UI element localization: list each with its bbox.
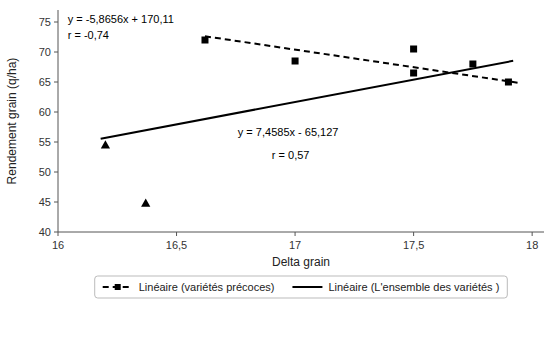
x-tick-label: 16 — [52, 239, 64, 251]
point — [469, 61, 476, 68]
x-tick-label: 18 — [526, 239, 538, 251]
y-tick-label: 60 — [39, 106, 51, 118]
point — [141, 198, 150, 206]
y-tick-label: 55 — [39, 136, 51, 148]
annotation: r = 0,57 — [272, 149, 310, 161]
x-tick — [176, 232, 177, 236]
x-tick-label: 17 — [289, 239, 301, 251]
x-tick — [413, 232, 414, 236]
x-tick-label: 17,5 — [403, 239, 424, 251]
x-tick-label: 16,5 — [166, 239, 187, 251]
x-tick — [532, 232, 533, 236]
legend: Linéaire (variétés précoces) Linéaire (L'… — [95, 276, 508, 298]
legend-item: Linéaire (variétés précoces) — [103, 281, 275, 293]
y-tick-label: 45 — [39, 196, 51, 208]
y-tick — [54, 82, 58, 83]
annotation: y = -5,8656x + 170,11 — [68, 13, 174, 25]
legend-marker — [115, 284, 121, 290]
y-axis-label: Rendement grain (q/ha) — [5, 58, 19, 185]
legend-item: Linéaire (L'ensemble des variétés ) — [292, 281, 499, 293]
annotation: y = 7,4585x - 65,127 — [238, 126, 339, 138]
x-tick — [58, 232, 59, 236]
annotation: r = -0,74 — [68, 29, 109, 41]
plot-area — [101, 36, 521, 206]
y-tick — [54, 142, 58, 143]
y-tick-label: 65 — [39, 76, 51, 88]
x-axis-label: Delta grain — [272, 255, 330, 269]
legend-label: Linéaire (L'ensemble des variétés ) — [328, 281, 499, 293]
axes: 16 16,5 17 17,5 18 40 45 50 55 60 65 70 75 — [39, 10, 544, 251]
annotations: y = -5,8656x + 170,11 r = -0,74 y = 7,4585… — [68, 13, 339, 160]
point — [410, 46, 417, 53]
y-tick-label: 70 — [39, 46, 51, 58]
y-axis-line — [58, 10, 59, 232]
y-tick — [54, 112, 58, 113]
point — [505, 79, 512, 86]
point — [201, 37, 208, 44]
chart: 16 16,5 17 17,5 18 40 45 50 55 60 65 70 75 Delta grai… — [0, 0, 559, 339]
point — [101, 140, 110, 148]
x-tick — [295, 232, 296, 236]
point — [292, 58, 299, 65]
y-tick — [54, 172, 58, 173]
trend-line — [205, 36, 520, 83]
trend-line — [101, 61, 514, 139]
y-tick — [54, 22, 58, 23]
legend-handle — [292, 286, 322, 288]
legend-label: Linéaire (variétés précoces) — [139, 281, 275, 293]
y-tick-label: 50 — [39, 166, 51, 178]
y-tick — [54, 202, 58, 203]
y-tick-label: 75 — [39, 16, 51, 28]
x-axis-line — [58, 232, 544, 233]
y-tick — [54, 52, 58, 53]
y-tick — [54, 232, 58, 233]
y-tick-label: 40 — [39, 226, 51, 238]
legend-box — [95, 276, 508, 298]
point — [410, 70, 417, 77]
